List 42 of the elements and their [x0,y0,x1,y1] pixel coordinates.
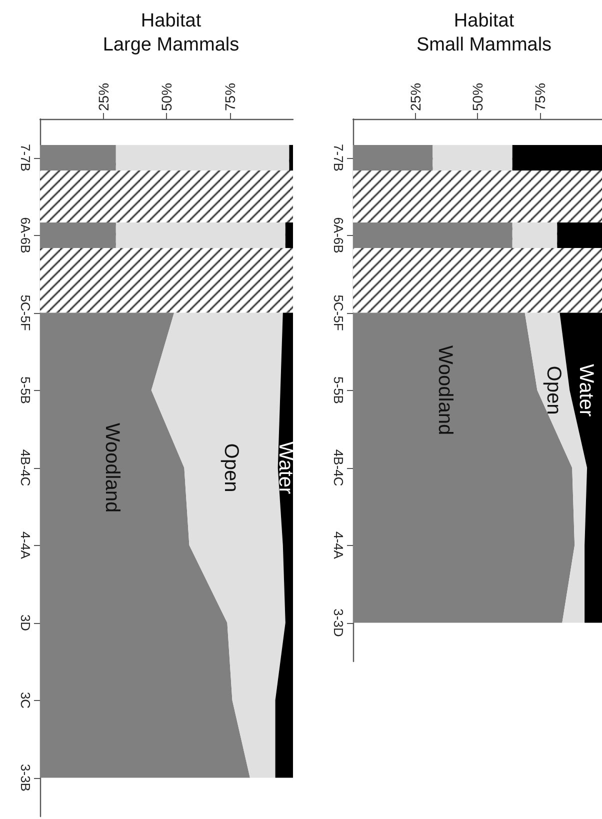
y-tick-label: 5-5B [331,376,346,404]
y-tick-label: 6A-6B [18,217,33,254]
x-tick-label: 75% [222,82,238,111]
series-label: Woodland [434,345,456,436]
y-tick-label: 4-4A [18,532,33,560]
bar [40,222,116,248]
bar [285,222,293,248]
bar [40,144,116,171]
y-tick-label: 3-3B [18,764,33,792]
y-tick-label: 4B-4C [18,449,33,486]
y-tick-label: 5C-5F [18,294,33,331]
x-tick-label: 50% [470,82,486,111]
bar [116,222,286,248]
bar [557,222,602,248]
bar [353,222,512,248]
y-tick-label: 5-5B [18,376,33,404]
y-tick-label: 3-3D [331,608,346,637]
y-tick-label: 4-4A [331,532,346,560]
bar [353,144,433,171]
series-label: Woodland [101,422,124,513]
bar [289,144,293,171]
x-tick-label: 75% [532,82,548,111]
y-tick-label: 5C-5F [331,294,346,331]
y-tick-label: 7-7B [18,144,33,172]
series-label: Open [542,366,564,415]
y-tick-label: 6A-6B [331,217,346,254]
x-tick-label: 25% [407,82,424,111]
chart-title: Habitat Large Mammals [102,10,240,56]
bar [432,144,512,171]
y-tick-label: 3D [18,614,33,632]
series-label: Water [274,441,296,494]
bar [116,144,290,171]
series-label: Open [220,443,242,492]
x-tick-label: 25% [95,82,112,111]
chart-title: Habitat Small Mammals [416,10,552,56]
y-tick-label: 4B-4C [331,449,346,486]
bar [512,222,558,248]
y-tick-label: 3C [18,692,33,709]
series-label: Water [574,364,597,417]
y-tick-label: 7-7B [331,144,346,172]
x-tick-label: 50% [158,82,174,111]
bar [512,144,602,171]
